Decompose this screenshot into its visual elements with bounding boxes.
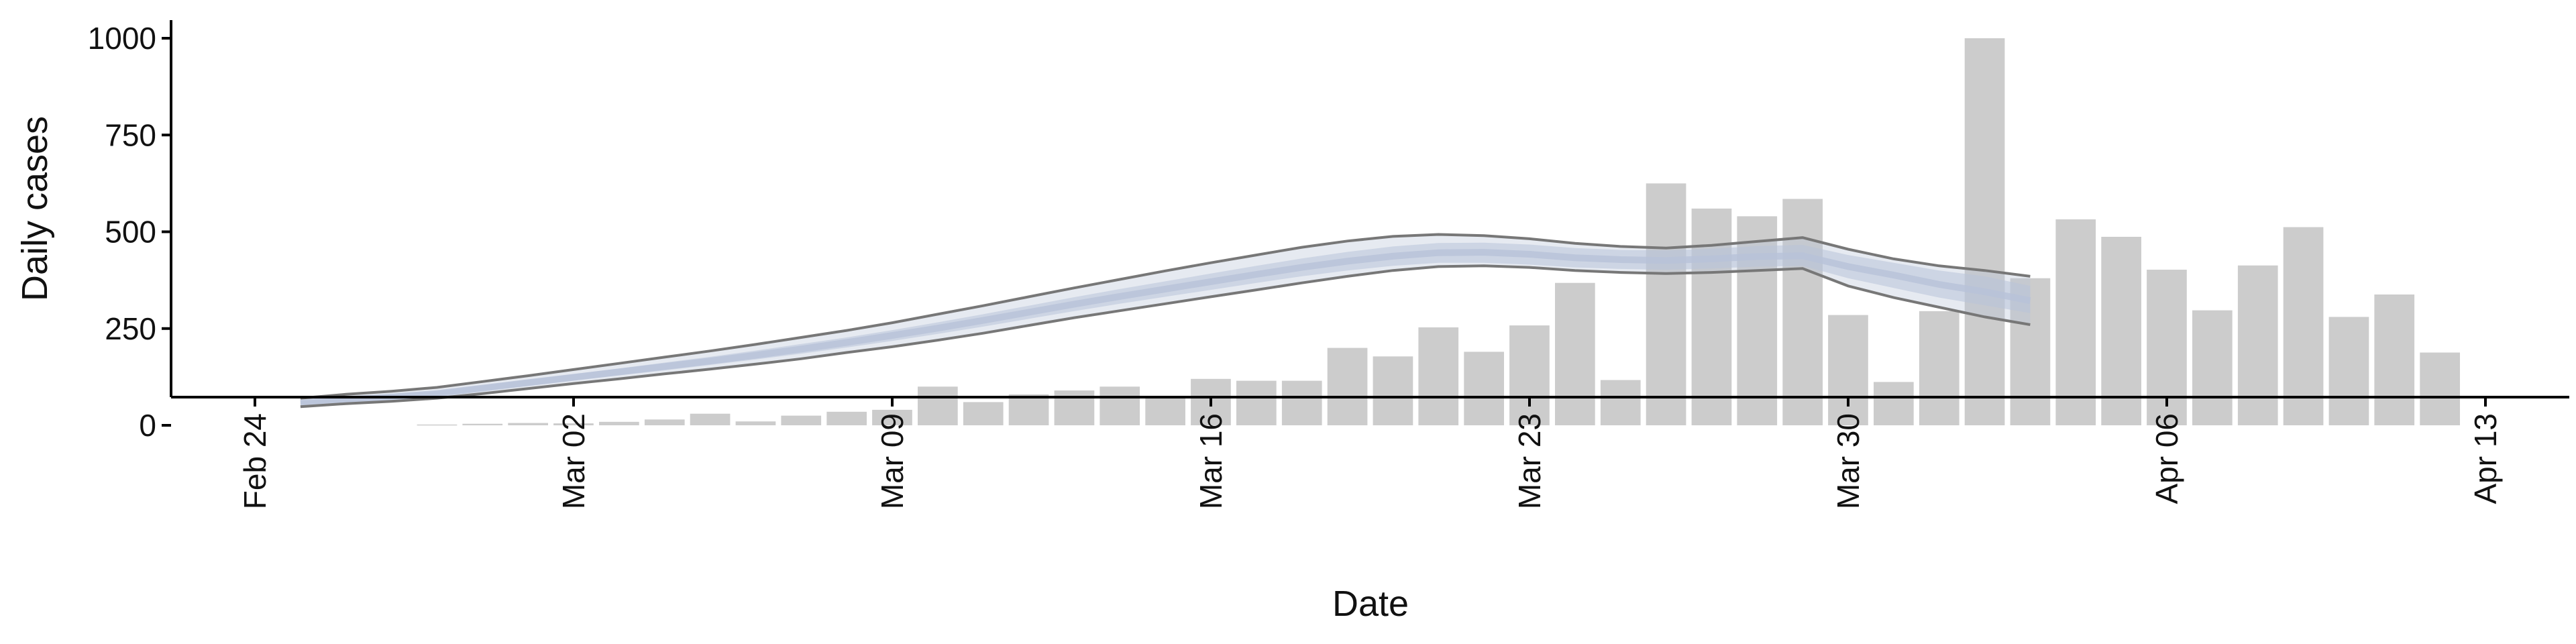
bar [1782, 199, 1823, 425]
bar [918, 386, 958, 425]
bar [553, 423, 594, 425]
estimate-lower-line [300, 264, 2031, 409]
bar [963, 402, 1004, 425]
bar [1555, 282, 1595, 425]
y-tick-label: 500 [105, 215, 156, 250]
bar [508, 423, 548, 425]
estimate-outer-band [300, 234, 2031, 407]
x-tick-label: Apr 06 [2149, 413, 2184, 504]
estimate-band-layer [300, 233, 2031, 409]
bar [644, 419, 685, 425]
x-tick-label: Mar 30 [1831, 413, 1866, 509]
bar [1600, 380, 1641, 425]
bar [1418, 327, 1459, 425]
y-axis-title: Daily cases [15, 116, 55, 301]
y-tick-label: 1000 [88, 21, 156, 56]
bar [599, 421, 639, 425]
bar [1691, 208, 1732, 425]
bar [872, 409, 912, 425]
bar [1964, 38, 2005, 425]
bar [690, 413, 731, 425]
bar [781, 415, 822, 425]
bar [1828, 315, 1868, 425]
bar [2055, 219, 2096, 425]
x-tick-label: Mar 02 [556, 413, 591, 509]
x-tick-label: Apr 13 [2468, 413, 2503, 504]
x-tick-label: Feb 24 [237, 413, 272, 509]
bar [2101, 237, 2141, 425]
bar [1373, 356, 1413, 425]
x-axis-title: Date [1332, 584, 1409, 624]
bar [462, 423, 503, 425]
bar [417, 424, 458, 426]
bar [1054, 390, 1095, 425]
bar [1099, 386, 1140, 425]
bar [1327, 347, 1368, 425]
bar [1509, 325, 1550, 425]
bar [1464, 352, 1504, 425]
y-tick-label: 0 [139, 408, 156, 443]
bars-layer [417, 38, 2460, 426]
bar [1646, 183, 1686, 425]
x-tick-label: Mar 23 [1512, 413, 1547, 509]
y-ticks-layer: 0 250 500 750 1000 [88, 21, 171, 443]
bar [1145, 398, 1185, 425]
bar [1874, 382, 1914, 425]
bar [2283, 227, 2324, 425]
bar [2374, 294, 2415, 425]
bar [1281, 380, 1322, 425]
estimate-upper-line [300, 233, 2031, 400]
axes-layer [170, 20, 2569, 398]
bar [735, 421, 776, 425]
bar [2237, 265, 2278, 425]
bar [2420, 352, 2460, 425]
y-tick-label: 250 [105, 311, 156, 346]
x-tick-label: Mar 16 [1193, 413, 1228, 509]
x-tick-label: Mar 09 [875, 413, 910, 509]
bar [1919, 311, 1960, 425]
bar [1236, 380, 1277, 425]
bar [2328, 317, 2369, 425]
bar [2192, 310, 2233, 425]
y-tick-label: 750 [105, 117, 156, 152]
bar [1008, 394, 1049, 425]
x-ticks-layer: Feb 24 Mar 02 Mar 09 Mar 16 Mar 23 Mar 30 Apr … [237, 397, 2503, 509]
estimate-median-line [300, 249, 2031, 407]
bar [826, 411, 867, 425]
